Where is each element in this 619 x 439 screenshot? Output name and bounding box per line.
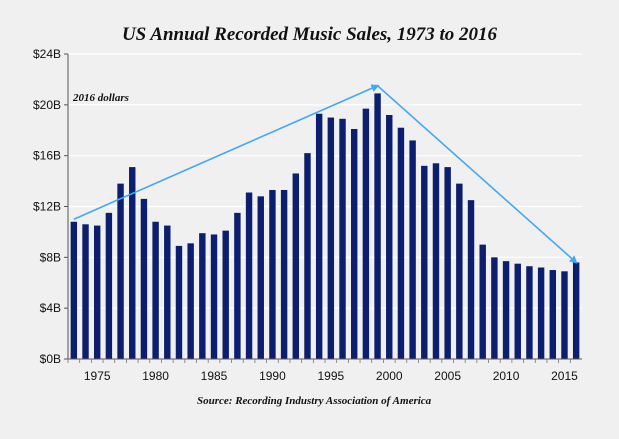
- bar: [514, 263, 521, 359]
- y-tick-label: $4B: [40, 301, 61, 315]
- bar: [561, 271, 568, 359]
- bar: [152, 221, 159, 359]
- x-tick-label: 1980: [142, 369, 169, 383]
- x-tick-label: 1995: [317, 369, 344, 383]
- x-tick-label: 2005: [434, 369, 461, 383]
- bar: [93, 225, 101, 359]
- bar: [257, 196, 264, 359]
- bar: [315, 113, 323, 360]
- bar: [199, 233, 206, 359]
- bar: [140, 198, 148, 359]
- bar: [444, 167, 451, 359]
- x-tick-label: 1975: [84, 369, 111, 383]
- y-tick-label: $12B: [33, 200, 61, 214]
- bar: [502, 261, 510, 359]
- bar: [572, 262, 580, 359]
- bar: [222, 230, 229, 359]
- bar: [479, 244, 486, 359]
- bar: [234, 212, 241, 359]
- bar: [339, 118, 346, 359]
- bar: [397, 127, 405, 359]
- bar: [421, 165, 428, 359]
- x-tick-label: 1990: [259, 369, 286, 383]
- bar: [210, 234, 218, 359]
- x-tick-label: 2015: [551, 369, 578, 383]
- bar: [70, 221, 78, 359]
- trend-arrow: [377, 85, 578, 264]
- bar: [491, 257, 498, 359]
- bar: [549, 270, 557, 359]
- bar: [269, 189, 276, 359]
- bar: [164, 225, 171, 359]
- chart-source: Source: Recording Industry Association o…: [197, 395, 432, 407]
- bar: [409, 140, 416, 359]
- y-tick-label: $20B: [33, 98, 61, 112]
- bar: [304, 153, 311, 359]
- bar: [187, 243, 194, 359]
- bar: [245, 192, 253, 359]
- x-tick-label: 2000: [376, 369, 403, 383]
- bar: [362, 108, 370, 359]
- y-tick-label: $24B: [33, 47, 61, 61]
- y-tick-label: $8B: [40, 250, 61, 264]
- bar: [292, 173, 300, 359]
- bar: [467, 200, 475, 359]
- bar: [105, 212, 113, 359]
- bar: [374, 93, 381, 359]
- bar: [280, 189, 288, 359]
- x-tick-label: 2010: [493, 369, 520, 383]
- bar: [526, 266, 533, 359]
- bar: [537, 267, 545, 359]
- bar: [129, 167, 136, 359]
- trend-arrow: [73, 84, 380, 220]
- bar: [456, 183, 463, 359]
- bar: [432, 163, 440, 359]
- bar: [386, 115, 393, 359]
- bar: [327, 117, 335, 360]
- y-tick-label: $0B: [40, 352, 61, 366]
- chart-annotation: 2016 dollars: [72, 92, 129, 104]
- x-tick-label: 1985: [201, 369, 228, 383]
- y-tick-label: $16B: [33, 149, 61, 163]
- bar: [350, 128, 358, 359]
- bar: [117, 183, 124, 359]
- bar: [82, 224, 89, 359]
- chart-title: US Annual Recorded Music Sales, 1973 to …: [121, 24, 498, 45]
- bar: [175, 245, 183, 359]
